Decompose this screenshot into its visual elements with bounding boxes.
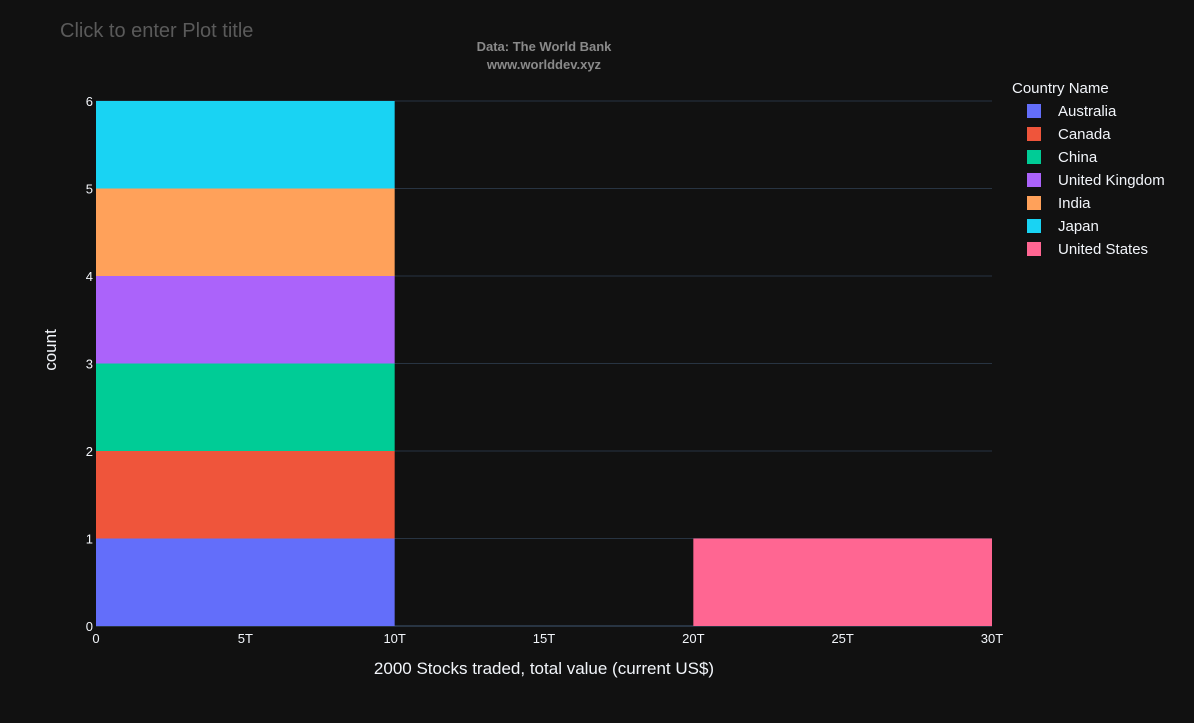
x-tick-label: 5T xyxy=(238,631,253,646)
y-tick-label: 5 xyxy=(86,182,93,197)
legend-swatch xyxy=(1027,219,1041,233)
x-tick-label: 30T xyxy=(981,631,1003,646)
legend-label: Canada xyxy=(1058,126,1111,143)
y-tick-label: 2 xyxy=(86,444,93,459)
legend-swatch xyxy=(1027,150,1041,164)
bars[interactable] xyxy=(96,101,992,626)
bar-australia[interactable] xyxy=(96,538,395,627)
bar-china[interactable] xyxy=(96,363,395,452)
legend-swatch xyxy=(1027,173,1041,187)
legend-label: China xyxy=(1058,149,1098,166)
legend-label: India xyxy=(1058,195,1091,212)
plot-title-placeholder[interactable]: Click to enter Plot title xyxy=(60,20,253,42)
legend: Country Name Australia Canada China United … xyxy=(1012,80,1165,258)
x-axis-title[interactable]: 2000 Stocks traded, total value (current… xyxy=(374,659,714,678)
source-annotation-line2: www.worlddev.xyz xyxy=(486,57,602,72)
x-tick-label: 25T xyxy=(831,631,853,646)
legend-item-china[interactable]: China xyxy=(1027,149,1098,166)
legend-item-india[interactable]: India xyxy=(1027,195,1091,212)
legend-swatch xyxy=(1027,242,1041,256)
legend-item-canada[interactable]: Canada xyxy=(1027,126,1111,143)
y-axis-ticks: 0 1 2 3 4 5 6 xyxy=(86,94,93,634)
legend-label: Australia xyxy=(1058,103,1117,120)
legend-item-united-states[interactable]: United States xyxy=(1027,241,1148,258)
bar-japan[interactable] xyxy=(96,101,395,189)
bar-canada[interactable] xyxy=(96,451,395,539)
legend-item-australia[interactable]: Australia xyxy=(1027,103,1117,120)
y-tick-label: 3 xyxy=(86,357,93,372)
legend-label: United Kingdom xyxy=(1058,172,1165,189)
legend-title: Country Name xyxy=(1012,80,1109,97)
x-axis-ticks: 0 5T 10T 15T 20T 25T 30T xyxy=(92,631,1003,646)
x-tick-label: 15T xyxy=(533,631,555,646)
bar-india[interactable] xyxy=(96,188,395,277)
x-tick-label: 20T xyxy=(682,631,704,646)
legend-swatch xyxy=(1027,196,1041,210)
bar-united-kingdom[interactable] xyxy=(96,276,395,364)
y-tick-label: 4 xyxy=(86,269,93,284)
source-annotation-line1: Data: The World Bank xyxy=(477,39,613,54)
legend-item-united-kingdom[interactable]: United Kingdom xyxy=(1027,172,1165,189)
y-tick-label: 6 xyxy=(86,94,93,109)
legend-label: Japan xyxy=(1058,218,1099,235)
legend-label: United States xyxy=(1058,241,1148,258)
bar-united-states[interactable] xyxy=(693,538,992,627)
y-axis-title[interactable]: count xyxy=(41,329,60,371)
legend-item-japan[interactable]: Japan xyxy=(1027,218,1099,235)
legend-swatch xyxy=(1027,104,1041,118)
y-tick-label: 1 xyxy=(86,532,93,547)
x-tick-label: 0 xyxy=(92,631,99,646)
y-tick-label: 0 xyxy=(86,619,93,634)
legend-swatch xyxy=(1027,127,1041,141)
x-tick-label: 10T xyxy=(383,631,405,646)
